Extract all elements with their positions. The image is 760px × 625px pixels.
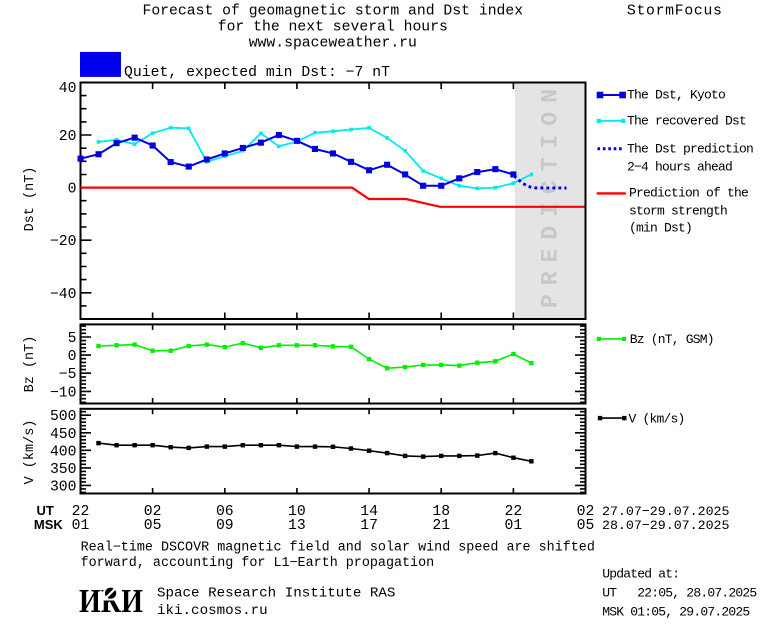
svg-text:20: 20 bbox=[59, 129, 77, 145]
svg-text:UT: UT bbox=[37, 503, 54, 518]
svg-text:Dst (nT): Dst (nT) bbox=[23, 167, 38, 232]
svg-text:500: 500 bbox=[50, 409, 77, 425]
svg-text:450: 450 bbox=[50, 427, 77, 443]
svg-text:09: 09 bbox=[216, 518, 234, 534]
svg-text:10: 10 bbox=[288, 504, 306, 520]
svg-text:The Dst, Kyoto: The Dst, Kyoto bbox=[627, 88, 725, 103]
svg-text:13: 13 bbox=[288, 518, 306, 534]
svg-text:−10: −10 bbox=[50, 385, 77, 401]
svg-text:5: 5 bbox=[68, 331, 77, 347]
svg-text:Forecast of geomagnetic storm: Forecast of geomagnetic storm and Dst in… bbox=[142, 4, 523, 20]
svg-text:iki.cosmos.ru: iki.cosmos.ru bbox=[157, 603, 268, 619]
svg-text:05: 05 bbox=[577, 518, 595, 534]
svg-text:28.07−29.07.2025: 28.07−29.07.2025 bbox=[602, 518, 730, 533]
svg-text:22: 22 bbox=[72, 504, 90, 520]
svg-text:17: 17 bbox=[360, 518, 378, 534]
svg-text:storm strength: storm strength bbox=[629, 203, 727, 218]
svg-text:0: 0 bbox=[68, 182, 77, 198]
svg-text:Bz (nT): Bz (nT) bbox=[23, 336, 38, 393]
svg-text:The Dst prediction: The Dst prediction bbox=[627, 141, 753, 156]
svg-text:05: 05 bbox=[144, 518, 162, 534]
svg-text:Prediction of the: Prediction of the bbox=[629, 186, 748, 201]
svg-text:0: 0 bbox=[68, 349, 77, 365]
svg-text:400: 400 bbox=[50, 444, 77, 460]
svg-text:Real−time DSCOVR magnetic fiel: Real−time DSCOVR magnetic field and sola… bbox=[81, 540, 595, 555]
svg-text:for the next several hours: for the next several hours bbox=[218, 20, 448, 36]
svg-text:22: 22 bbox=[505, 504, 523, 520]
svg-text:V (km/s): V (km/s) bbox=[23, 420, 38, 485]
svg-text:V (km/s): V (km/s) bbox=[629, 411, 685, 426]
svg-text:PREDICTION: PREDICTION bbox=[538, 80, 564, 308]
svg-text:Bz (nT, GSM): Bz (nT, GSM) bbox=[630, 332, 714, 347]
svg-text:2−4 hours ahead: 2−4 hours ahead bbox=[627, 160, 732, 175]
svg-text:MSK: MSK bbox=[34, 517, 64, 532]
svg-text:forward, accounting for L1−Ear: forward, accounting for L1−Earth propaga… bbox=[81, 556, 435, 571]
svg-text:www.spaceweather.ru: www.spaceweather.ru bbox=[249, 36, 417, 52]
svg-text:Space Research Institute RAS: Space Research Institute RAS bbox=[157, 586, 395, 602]
svg-text:Updated at:: Updated at: bbox=[602, 567, 679, 582]
svg-text:02: 02 bbox=[144, 504, 162, 520]
svg-text:MSK 01:05, 29.07.2025: MSK 01:05, 29.07.2025 bbox=[602, 604, 749, 619]
svg-text:02: 02 bbox=[577, 504, 595, 520]
svg-text:−40: −40 bbox=[50, 287, 77, 303]
svg-text:06: 06 bbox=[216, 504, 234, 520]
svg-text:StormFocus: StormFocus bbox=[627, 4, 722, 20]
svg-text:350: 350 bbox=[50, 462, 77, 478]
svg-text:UT 22:05, 28.07.2025: UT 22:05, 28.07.2025 bbox=[602, 585, 756, 600]
svg-text:14: 14 bbox=[360, 504, 378, 520]
svg-text:Quiet, expected min Dst: −7 nT: Quiet, expected min Dst: −7 nT bbox=[124, 65, 390, 81]
svg-text:21: 21 bbox=[432, 518, 450, 534]
svg-text:40: 40 bbox=[59, 81, 77, 97]
svg-text:27.07−29.07.2025: 27.07−29.07.2025 bbox=[602, 504, 730, 519]
svg-text:−20: −20 bbox=[50, 234, 77, 250]
svg-text:300: 300 bbox=[50, 479, 77, 495]
svg-text:01: 01 bbox=[72, 518, 90, 534]
svg-text:(min Dst): (min Dst) bbox=[629, 221, 692, 236]
svg-text:The recovered Dst: The recovered Dst bbox=[627, 114, 746, 129]
svg-text:18: 18 bbox=[432, 504, 450, 520]
svg-text:−5: −5 bbox=[59, 367, 77, 383]
svg-text:01: 01 bbox=[505, 518, 523, 534]
